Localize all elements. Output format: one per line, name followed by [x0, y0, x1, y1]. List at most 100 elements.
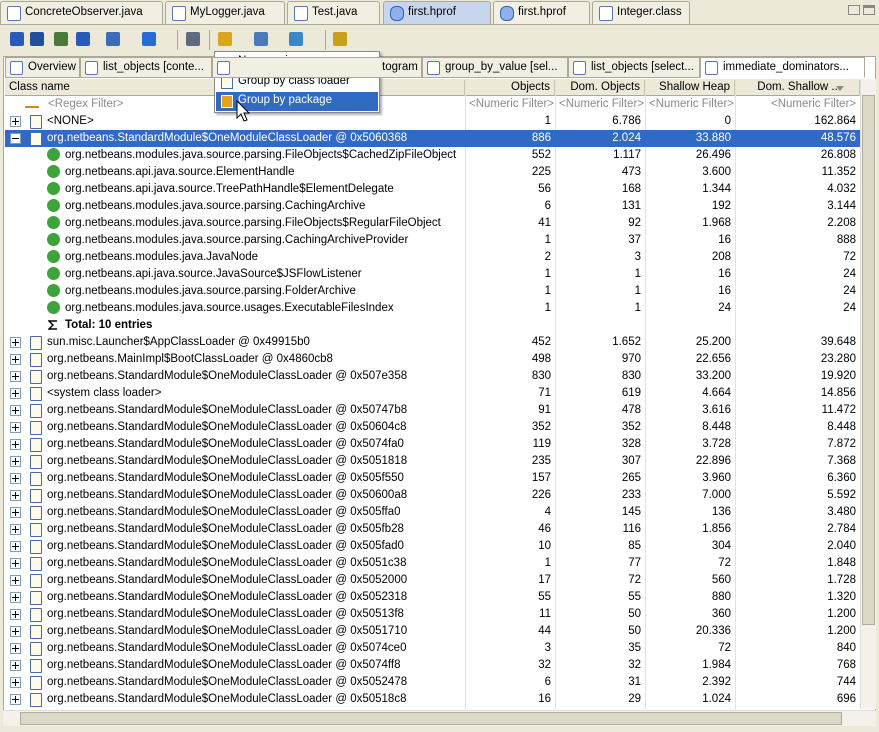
toolbar-button[interactable] [289, 32, 303, 46]
expand-toggle[interactable] [10, 490, 21, 501]
table-row[interactable]: org.netbeans.StandardModule$OneModuleCla… [5, 521, 860, 538]
editor-tab[interactable]: ConcreteObserver.java [0, 1, 163, 24]
expand-toggle[interactable] [10, 694, 21, 705]
expand-toggle[interactable] [10, 116, 21, 127]
table-row[interactable]: org.netbeans.StandardModule$OneModuleCla… [5, 640, 860, 657]
toolbar-button[interactable] [76, 32, 90, 46]
view-tab[interactable]: list_objects [select... [568, 57, 700, 78]
editor-tab[interactable]: MyLogger.java [165, 1, 285, 24]
table-row[interactable]: org.netbeans.StandardModule$OneModuleCla… [5, 572, 860, 589]
toolbar-button[interactable] [333, 32, 347, 46]
table-row[interactable]: org.netbeans.StandardModule$OneModuleCla… [5, 470, 860, 487]
editor-tab[interactable]: Integer.class [592, 1, 690, 24]
table-row[interactable]: org.netbeans.StandardModule$OneModuleCla… [5, 589, 860, 606]
expand-toggle[interactable] [10, 643, 21, 654]
maximize-button[interactable] [863, 5, 875, 15]
expand-toggle[interactable] [10, 405, 21, 416]
table-row[interactable]: org.netbeans.modules.java.source.parsing… [5, 198, 860, 215]
table-row[interactable]: <NONE> 1 6.786 0 162.864 [5, 113, 860, 130]
filter-cell[interactable]: <Numeric Filter> [649, 98, 734, 110]
scroll-thumb[interactable] [20, 712, 842, 725]
toolbar-button[interactable] [54, 32, 68, 46]
toolbar-button[interactable] [218, 32, 232, 46]
numeric-cell: 1 [634, 285, 641, 297]
table-row[interactable]: org.netbeans.StandardModule$OneModuleCla… [5, 674, 860, 691]
table-row[interactable]: org.netbeans.api.java.source.JavaSource$… [5, 266, 860, 283]
table-row[interactable]: org.netbeans.StandardModule$OneModuleCla… [5, 130, 860, 147]
expand-toggle[interactable] [10, 677, 21, 688]
expand-toggle[interactable] [10, 354, 21, 365]
table-row[interactable]: org.netbeans.StandardModule$OneModuleCla… [5, 436, 860, 453]
expand-toggle[interactable] [10, 609, 21, 620]
expand-toggle[interactable] [10, 592, 21, 603]
minimize-button[interactable] [848, 5, 860, 15]
horizontal-scrollbar[interactable] [3, 710, 876, 726]
table-row[interactable]: org.netbeans.StandardModule$OneModuleCla… [5, 402, 860, 419]
expand-toggle[interactable] [10, 473, 21, 484]
menu-item[interactable]: Group by package [216, 92, 378, 111]
table-row[interactable]: <system class loader> 71 619 4.664 14.856 [5, 385, 860, 402]
expand-toggle[interactable] [10, 524, 21, 535]
table-row[interactable]: org.netbeans.StandardModule$OneModuleCla… [5, 691, 860, 708]
column-header[interactable]: Dom. Objects [555, 80, 645, 96]
table-row[interactable]: org.netbeans.modules.java.source.usages.… [5, 300, 860, 317]
editor-tab[interactable]: Test.java [287, 1, 380, 24]
table-row[interactable]: org.netbeans.StandardModule$OneModuleCla… [5, 368, 860, 385]
table-row[interactable]: org.netbeans.modules.java.source.parsing… [5, 215, 860, 232]
filter-cell[interactable]: <Numeric Filter> [771, 98, 856, 110]
expand-toggle[interactable] [10, 660, 21, 671]
expand-toggle[interactable] [10, 558, 21, 569]
table-row[interactable]: org.netbeans.StandardModule$OneModuleCla… [5, 623, 860, 640]
toolbar-button[interactable] [106, 32, 120, 46]
toolbar-button[interactable] [142, 32, 156, 46]
expand-toggle[interactable] [10, 337, 21, 348]
table-row[interactable]: org.netbeans.MainImpl$BootClassLoader @ … [5, 351, 860, 368]
expand-toggle[interactable] [10, 422, 21, 433]
table-row[interactable]: org.netbeans.modules.java.source.parsing… [5, 147, 860, 164]
table-row[interactable]: org.netbeans.StandardModule$OneModuleCla… [5, 555, 860, 572]
table-row[interactable]: org.netbeans.api.java.source.TreePathHan… [5, 181, 860, 198]
table-row[interactable]: org.netbeans.StandardModule$OneModuleCla… [5, 606, 860, 623]
expand-toggle[interactable] [10, 456, 21, 467]
table-row[interactable]: org.netbeans.StandardModule$OneModuleCla… [5, 487, 860, 504]
toolbar-button[interactable] [10, 32, 24, 46]
filter-cell[interactable]: <Numeric Filter> [559, 98, 644, 110]
column-header[interactable]: Shallow Heap [645, 80, 735, 96]
column-header[interactable]: Objects [465, 80, 555, 96]
table-row[interactable]: org.netbeans.StandardModule$OneModuleCla… [5, 453, 860, 470]
toolbar-button[interactable] [30, 32, 44, 46]
filter-cell[interactable]: <Numeric Filter> [469, 98, 554, 110]
view-tab[interactable]: group_by_value [sel... [422, 57, 568, 78]
table-row[interactable]: org.netbeans.StandardModule$OneModuleCla… [5, 504, 860, 521]
vertical-scrollbar[interactable] [860, 79, 876, 709]
expand-toggle[interactable] [10, 626, 21, 637]
column-header[interactable]: Class name [5, 80, 465, 96]
editor-tab[interactable]: first.hprof [383, 1, 491, 24]
toolbar-button[interactable] [186, 32, 200, 46]
table-row[interactable]: org.netbeans.api.java.source.ElementHand… [5, 164, 860, 181]
table-row[interactable]: org.netbeans.modules.java.source.parsing… [5, 232, 860, 249]
expand-toggle[interactable] [10, 575, 21, 586]
expand-toggle[interactable] [10, 439, 21, 450]
column-header[interactable]: Dom. Shallow ... [735, 80, 860, 96]
table-row[interactable]: org.netbeans.StandardModule$OneModuleCla… [5, 538, 860, 555]
view-tab[interactable]: Overview [5, 57, 80, 78]
expand-toggle[interactable] [10, 133, 21, 144]
filter-cell[interactable]: <Regex Filter> [48, 98, 124, 110]
table-row[interactable]: org.netbeans.modules.java.JavaNode 2 3 208 7… [5, 249, 860, 266]
scroll-thumb[interactable] [862, 95, 875, 625]
table-row[interactable]: org.netbeans.StandardModule$OneModuleCla… [5, 657, 860, 674]
view-tab[interactable]: togram [212, 57, 422, 78]
numeric-cell: 3.600 [702, 166, 731, 178]
table-row[interactable]: org.netbeans.StandardModule$OneModuleCla… [5, 419, 860, 436]
editor-tab[interactable]: first.hprof [493, 1, 590, 24]
toolbar-button[interactable] [254, 32, 268, 46]
table-row[interactable]: sun.misc.Launcher$AppClassLoader @ 0x499… [5, 334, 860, 351]
view-tab[interactable]: list_objects [conte... [80, 57, 212, 78]
view-tab[interactable]: immediate_dominators... [700, 57, 865, 78]
table-row[interactable]: org.netbeans.modules.java.source.parsing… [5, 283, 860, 300]
expand-toggle[interactable] [10, 507, 21, 518]
expand-toggle[interactable] [10, 371, 21, 382]
expand-toggle[interactable] [10, 541, 21, 552]
expand-toggle[interactable] [10, 388, 21, 399]
